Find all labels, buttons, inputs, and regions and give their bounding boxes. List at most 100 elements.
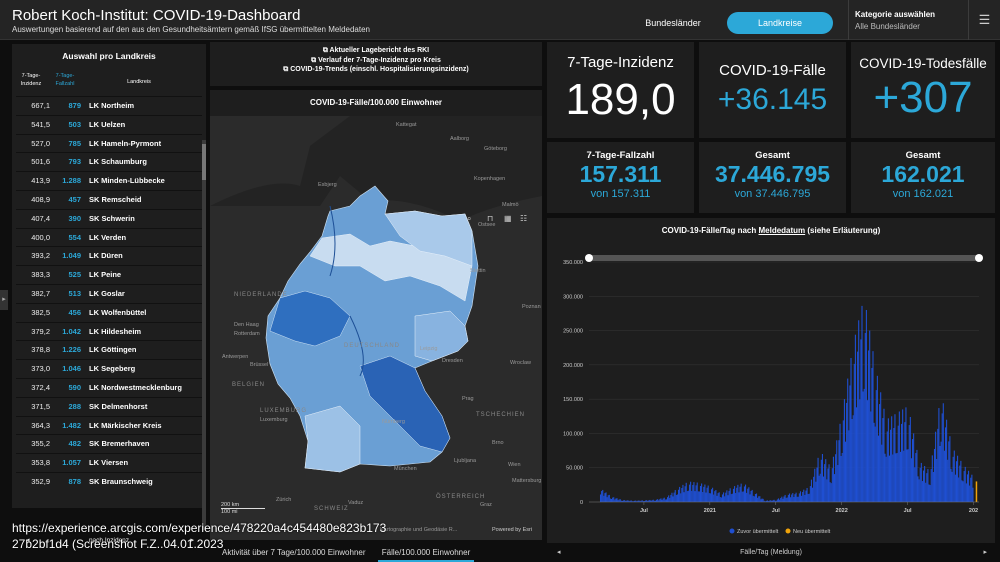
column-header-fallzahl[interactable]: 7-Tage-Fallzahl (55, 73, 75, 87)
bar (604, 493, 606, 502)
scrollbar-thumb[interactable] (202, 144, 206, 180)
table-row[interactable]: 352,9 878 SK Braunschweig (16, 472, 202, 490)
table-row[interactable]: 541,5 503 LK Uelzen (16, 114, 202, 133)
bar (797, 496, 799, 502)
hamburger-icon[interactable]: ☰ (968, 0, 1000, 40)
table-row[interactable]: 393,2 1.049 LK Düren (16, 246, 202, 264)
bar (605, 492, 607, 502)
basemap-icon[interactable]: ▦ (504, 214, 512, 223)
table-row[interactable]: 371,5 288 SK Delmenhorst (16, 396, 202, 415)
row-landkreis: LK Segeberg (89, 364, 136, 374)
row-inzidenz: 527,0 (31, 138, 50, 148)
table-row[interactable]: 372,4 590 LK Nordwestmecklenburg (16, 378, 202, 396)
cases-chart[interactable]: 0 50.000 100.000 150.000 200.000 250.000 300.0… (547, 218, 995, 543)
bar (690, 481, 692, 502)
tab-landkreise[interactable]: Landkreise (727, 12, 833, 34)
column-header-landkreis[interactable]: Landkreis (127, 79, 151, 85)
table-row[interactable]: 353,8 1.057 LK Viersen (16, 453, 202, 471)
bar (842, 420, 844, 502)
kpi-inzidenz: 7-Tage-Inzidenz 189,0 (547, 42, 694, 138)
bar (829, 482, 831, 502)
bar (944, 427, 947, 502)
page-subtitle: Auswertungen basierend auf den aus den G… (12, 25, 370, 34)
map-label: NIEDERLANDE (234, 292, 288, 298)
tab-faelle-100k[interactable]: Fälle/100.000 Einwohner (378, 544, 474, 562)
germany-map[interactable] (210, 116, 542, 540)
table-row[interactable]: 378,8 1.226 LK Göttingen (16, 340, 202, 358)
links-panel: ⧉ Aktueller Lagebericht des RKI ⧉ Verlau… (210, 42, 542, 86)
bar (703, 486, 705, 502)
chart-next-icon[interactable]: ▸ (983, 549, 987, 556)
table-row[interactable]: 407,4 390 SK Schwerin (16, 208, 202, 227)
bar (962, 481, 964, 502)
bar (602, 489, 604, 502)
map-attribution[interactable]: Powered by Esri (492, 527, 533, 533)
bar (746, 492, 748, 502)
table-row[interactable]: 382,7 513 LK Goslar (16, 284, 202, 302)
link-lagebericht[interactable]: ⧉ Aktueller Lagebericht des RKI (322, 47, 430, 54)
bar (925, 482, 927, 502)
kpi-faelle-value: +36.145 (717, 83, 828, 116)
table-row[interactable]: 382,5 456 LK Wolfenbüttel (16, 302, 202, 321)
row-inzidenz: 378,8 (31, 345, 50, 355)
bar (697, 491, 699, 502)
bar (659, 499, 661, 502)
bar (807, 494, 809, 502)
bookmark-icon[interactable]: ⊓ (487, 214, 494, 223)
bar (741, 491, 743, 502)
bar (725, 492, 727, 502)
scrollbar[interactable] (202, 140, 206, 530)
link-trends[interactable]: ⧉ COVID-19-Trends (einschl. Hospitalisie… (283, 66, 469, 73)
map-panel[interactable]: COVID-19-Fälle/100.000 Einwohner ⌕ ⊓ ▦ ☷… (210, 90, 542, 540)
table-row[interactable]: 501,6 793 LK Schaumburg (16, 152, 202, 170)
sort-control: ◂ nach Inzidenz ▸ (12, 534, 206, 548)
table-row[interactable]: 408,9 457 SK Remscheid (16, 190, 202, 208)
kategorie-selector[interactable]: Kategorie auswählen Alle Bundesländer (848, 0, 966, 40)
row-fallzahl: 390 (68, 213, 81, 223)
layers-icon[interactable]: ☷ (520, 214, 528, 223)
table-row[interactable]: 379,2 1.042 LK Hildesheim (16, 321, 202, 340)
bar (738, 492, 740, 502)
bar (783, 496, 785, 502)
bar (913, 433, 915, 502)
bar (806, 488, 808, 502)
table-row[interactable]: 364,3 1.482 LK Märkischer Kreis (16, 415, 202, 434)
link-inzidenz-verlauf[interactable]: ⧉ Verlauf der 7-Tage-Inzidenz pro Kreis (311, 56, 441, 64)
bar (759, 496, 761, 502)
bar (757, 497, 759, 502)
sort-label[interactable]: nach Inzidenz (88, 537, 130, 544)
bar (922, 470, 925, 502)
sidebar-toggle-icon[interactable]: ▸ (0, 290, 8, 310)
bar (693, 482, 695, 502)
table-row[interactable]: 413,9 1.288 LK Minden-Lübbecke (16, 171, 202, 189)
search-icon[interactable]: ⌕ (467, 214, 472, 223)
tab-aktivitaet[interactable]: Aktivität über 7 Tage/100.000 Einwohner (222, 548, 366, 557)
bar (833, 474, 836, 502)
next-arrow-icon[interactable]: ▸ (190, 537, 194, 544)
table-row[interactable]: 373,0 1.046 LK Segeberg (16, 359, 202, 377)
prev-arrow-icon[interactable]: ◂ (26, 537, 30, 544)
bar (883, 408, 885, 502)
scale-km: 200 km (221, 502, 265, 509)
link-trends-label: COVID-19-Trends (einschl. Hospitalisieru… (290, 66, 469, 73)
bar (820, 459, 822, 502)
table-row[interactable]: 400,0 554 LK Verden (16, 227, 202, 246)
bar (769, 500, 771, 502)
chart-footer-label[interactable]: Fälle/Tag (Meldung) (740, 549, 802, 556)
tab-bundeslaender[interactable]: Bundesländer (645, 18, 701, 28)
bar (726, 490, 728, 502)
chart-title-link[interactable]: Meldedatum (758, 226, 806, 235)
map-label: Wien (508, 462, 521, 468)
bar (936, 459, 938, 502)
column-header-inzidenz[interactable]: 7-Tage-Inzidenz (20, 73, 42, 87)
table-row[interactable]: 527,0 785 LK Hameln-Pyrmont (16, 133, 202, 152)
bar (888, 455, 891, 502)
table-row[interactable]: 355,2 482 SK Bremerhaven (16, 434, 202, 452)
table-row[interactable]: 667,1 879 LK Northeim (16, 96, 202, 114)
row-fallzahl: 1.046 (62, 364, 81, 374)
bar (681, 488, 683, 502)
bar (671, 492, 673, 502)
table-row[interactable]: 383,3 525 LK Peine (16, 265, 202, 283)
chart-prev-icon[interactable]: ◂ (557, 549, 561, 556)
bar (646, 500, 648, 502)
